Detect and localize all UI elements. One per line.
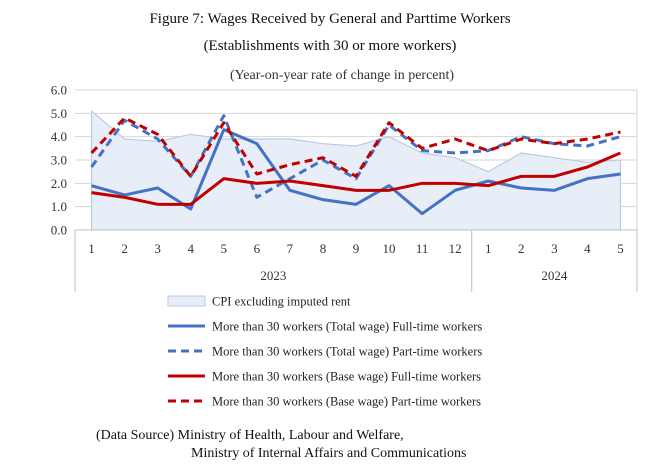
legend-label-4: More than 30 workers (Base wage) Part-ti… xyxy=(212,395,481,409)
legend-label-0: CPI excluding imputed rent xyxy=(212,295,351,309)
y-tick-label-2: 2.0 xyxy=(51,176,67,191)
y-axis-unit-label: (Year-on-year rate of change in percent) xyxy=(230,68,454,83)
series-layer xyxy=(90,110,622,230)
series-0 xyxy=(90,110,622,230)
y-tick-label-1: 1.0 xyxy=(51,199,67,214)
legend: CPI excluding imputed rent More than 30 w… xyxy=(167,295,482,409)
y-tick-label-3: 3.0 xyxy=(51,153,67,168)
x-tick-label-16: 5 xyxy=(617,241,624,256)
x-tick-label-4: 5 xyxy=(221,241,228,256)
legend-label-1: More than 30 workers (Total wage) Full-t… xyxy=(212,320,482,334)
y-tick-label-4: 4.0 xyxy=(51,129,67,144)
series-3 xyxy=(91,151,622,206)
legend-label-3: More than 30 workers (Base wage) Full-ti… xyxy=(212,370,481,384)
data-source-line-2: Ministry of Internal Affairs and Communi… xyxy=(191,446,467,461)
x-tick-label-5: 6 xyxy=(254,241,261,256)
x-tick-label-11: 12 xyxy=(449,241,462,256)
x-tick-label-12: 1 xyxy=(485,241,492,256)
legend-item-4: More than 30 workers (Base wage) Part-ti… xyxy=(168,395,481,409)
chart-subtitle: (Establishments with 30 or more workers) xyxy=(204,38,457,54)
series-4 xyxy=(90,116,621,178)
y-tick-label-6: 6.0 xyxy=(51,83,67,98)
x-tick-label-6: 7 xyxy=(287,241,294,256)
data-source-line-1: (Data Source) Ministry of Health, Labour… xyxy=(96,428,404,443)
legend-swatch-0 xyxy=(167,295,206,307)
x-tick-label-2: 3 xyxy=(154,241,161,256)
year-label-2024: 2024 xyxy=(541,268,568,283)
legend-item-2: More than 30 workers (Total wage) Part-t… xyxy=(168,345,482,359)
y-tick-label-0: 0.0 xyxy=(51,223,67,238)
x-tick-label-13: 2 xyxy=(518,241,525,256)
y-tick-label-5: 5.0 xyxy=(51,106,67,121)
chart-title: Figure 7: Wages Received by General and … xyxy=(149,11,510,27)
x-tick-label-9: 10 xyxy=(383,241,396,256)
data-source-note: (Data Source) Ministry of Health, Labour… xyxy=(96,427,466,463)
legend-item-1: More than 30 workers (Total wage) Full-t… xyxy=(168,320,482,334)
x-tick-label-15: 4 xyxy=(584,241,591,256)
legend-label-2: More than 30 workers (Total wage) Part-t… xyxy=(212,345,482,359)
axis-layer: 0.01.02.03.04.05.06.01 2 3 4 5 6 7 8 9 10 11 12 1 2 3 4… xyxy=(51,83,638,292)
series-1 xyxy=(91,128,621,216)
x-tick-label-1: 2 xyxy=(121,241,128,256)
legend-item-3: More than 30 workers (Base wage) Full-ti… xyxy=(168,370,481,384)
x-tick-label-8: 9 xyxy=(353,241,360,256)
year-label-2023: 2023 xyxy=(260,268,286,283)
x-tick-label-14: 3 xyxy=(551,241,558,256)
x-tick-label-10: 11 xyxy=(416,241,429,256)
legend-item-0: CPI excluding imputed rent xyxy=(167,295,351,309)
x-tick-label-3: 4 xyxy=(187,241,194,256)
series-0-area xyxy=(91,111,621,230)
x-tick-label-7: 8 xyxy=(320,241,327,256)
x-tick-label-0: 1 xyxy=(88,241,95,256)
